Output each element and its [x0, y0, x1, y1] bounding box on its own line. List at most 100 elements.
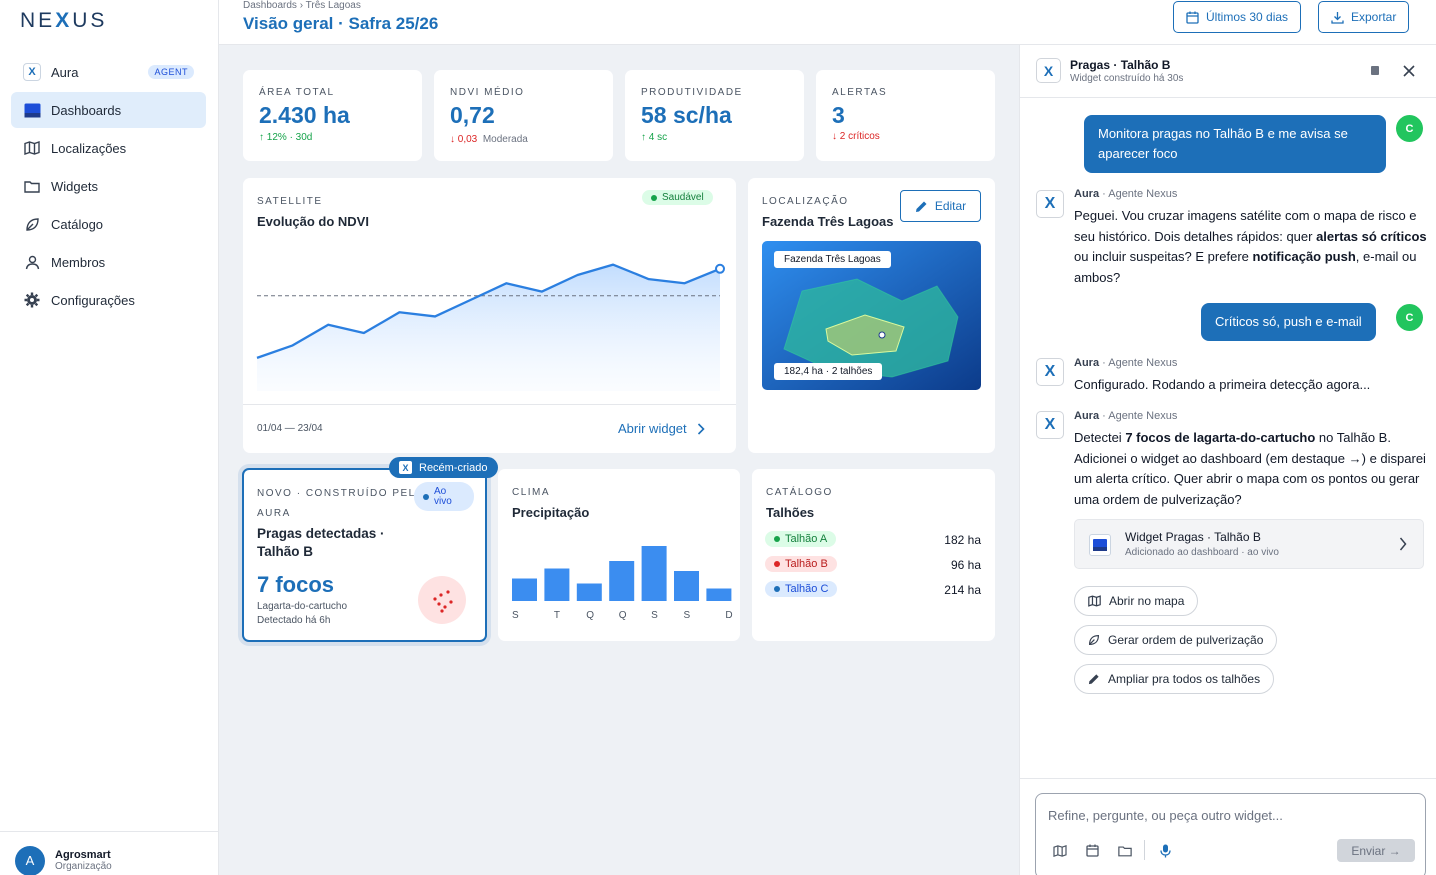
chat-input[interactable]: Refine, pergunte, ou peça outro widget..… — [1048, 808, 1283, 823]
ndvi-card: SATELLITE Evolução do NDVI Saudável 01/0… — [243, 178, 736, 453]
kpi-card-alertas[interactable]: ALERTAS 3 ↓ 2 críticos — [816, 70, 995, 161]
card-title: Fazenda Três Lagoas — [762, 214, 894, 229]
aura-avatar-icon: X — [1036, 190, 1064, 218]
calendar-icon — [1186, 11, 1199, 24]
expand-all-button[interactable]: Ampliar pra todos os talhões — [1074, 664, 1275, 694]
folder-icon — [23, 177, 41, 195]
kpi-label: NDVI MÉDIO — [450, 87, 525, 98]
org-name: Agrosmart — [55, 849, 111, 861]
rain-bar[interactable] — [544, 568, 570, 602]
status-dot — [774, 586, 780, 592]
breadcrumb[interactable]: Dashboards › Três Lagoas — [243, 0, 361, 11]
rain-bar[interactable] — [512, 578, 537, 602]
field-badge[interactable]: Talhão B — [765, 556, 837, 572]
date-range-text: 01/04 — 23/04 — [257, 423, 323, 434]
kpi-delta: ↑ 4 sc — [641, 132, 668, 143]
widget-card-link[interactable]: Widget Pragas · Talhão B Adicionado ao d… — [1074, 519, 1424, 569]
rain-day-label: Q — [619, 610, 627, 621]
card-title-2: Talhão B — [257, 544, 314, 559]
sidebar-item-localizacoes[interactable]: Localizações — [11, 130, 206, 166]
field-area: 182 ha — [944, 533, 981, 547]
status-dot — [774, 536, 780, 542]
kpi-label: ALERTAS — [832, 87, 888, 98]
chat-title: Pragas · Talhão B — [1070, 58, 1171, 72]
section-label: CATÁLOGO — [766, 487, 833, 498]
sidebar-item-catalogo[interactable]: Catálogo — [11, 206, 206, 242]
sidebar-nav: X Aura AGENT Dashboards Localizações Wid… — [11, 54, 206, 320]
sidebar-item-label: Aura — [51, 64, 79, 80]
spray-order-button[interactable]: Gerar ordem de pulverização — [1074, 625, 1278, 655]
rain-bar[interactable] — [641, 546, 667, 601]
rain-day-label: D — [725, 610, 732, 621]
close-icon[interactable] — [1402, 64, 1416, 78]
section-label: SATELLITE — [257, 196, 323, 207]
org-switcher[interactable]: A Agrosmart Organização — [0, 831, 218, 875]
calendar-icon[interactable] — [1086, 844, 1099, 857]
rain-bar[interactable] — [609, 561, 635, 601]
pencil-icon — [1088, 673, 1100, 685]
status-badge: Saudável — [642, 190, 713, 205]
sidebar-item-configuracoes[interactable]: Configurações — [11, 282, 206, 318]
rain-day-label: T — [554, 610, 560, 621]
ndvi-chart[interactable] — [243, 236, 736, 406]
rain-bar[interactable] — [674, 571, 699, 601]
kpi-card-ndvi[interactable]: NDVI MÉDIO 0,72 ↓ 0,03 Moderada — [434, 70, 613, 161]
download-icon — [1331, 11, 1344, 24]
sidebar-item-label: Configurações — [51, 292, 135, 308]
pests-widget-card[interactable]: NOVO · CONSTRUÍDO PELA AURA Ao vivo Prag… — [242, 468, 487, 642]
map-label: Fazenda Três Lagoas — [774, 251, 891, 268]
catalog-card: CATÁLOGO Talhões Talhão A 182 ha Talhão B 9… — [752, 469, 995, 641]
kpi-delta: ↓ 0,03 — [450, 134, 478, 145]
rain-day-label: S — [651, 610, 658, 621]
chat-header: X Pragas · Talhão B Widget construído há… — [1020, 45, 1436, 98]
ndvi-last-point[interactable] — [715, 263, 725, 274]
aura-avatar-icon: X — [1036, 411, 1064, 439]
rain-bar[interactable] — [576, 583, 602, 602]
rain-card: CLIMA Precipitação S T Q Q S S D — [498, 469, 740, 641]
send-button[interactable]: Enviar → — [1337, 839, 1415, 862]
kpi-card-produtividade[interactable]: PRODUTIVIDADE 58 sc/ha ↑ 4 sc — [625, 70, 804, 161]
sidebar-item-aura[interactable]: X Aura AGENT — [11, 54, 206, 90]
agent-name: Aura · Agente Nexus — [1074, 357, 1178, 369]
agent-message: Detectei 7 focos de lagarta-do-cartucho … — [1074, 430, 1426, 507]
export-label: Exportar — [1351, 10, 1397, 24]
section-label: NOVO · CONSTRUÍDO PELA — [257, 488, 424, 499]
microphone-icon[interactable] — [1160, 844, 1171, 858]
aura-x-icon: X — [23, 63, 41, 81]
card-title: Pragas detectadas · — [257, 526, 385, 541]
field-badge[interactable]: Talhão C — [765, 581, 838, 597]
edit-button[interactable]: Editar — [900, 190, 981, 222]
map-icon[interactable] — [1053, 845, 1067, 857]
sidebar-item-membros[interactable]: Membros — [11, 244, 206, 280]
farm-map[interactable]: Fazenda Três Lagoas 182,4 ha · 2 talhões — [762, 241, 981, 390]
pin-icon[interactable] — [1371, 66, 1379, 75]
kpi-label: PRODUTIVIDADE — [641, 87, 743, 98]
sidebar-item-label: Localizações — [51, 140, 127, 156]
folder-icon[interactable] — [1118, 845, 1132, 857]
location-card: LOCALIZAÇÃO Fazenda Três Lagoas Editar F… — [748, 178, 995, 453]
rain-day-label: S — [512, 610, 519, 621]
sidebar-item-label: Widgets — [51, 178, 98, 194]
agent-name: Aura · Agente Nexus — [1074, 410, 1178, 422]
chat-subtitle: Widget construído há 30s — [1070, 73, 1184, 84]
date-range-button[interactable]: Últimos 30 dias — [1173, 1, 1302, 33]
agent-message: Configurado. Rodando a primeira detecção… — [1074, 377, 1371, 392]
sidebar-item-widgets[interactable]: Widgets — [11, 168, 206, 204]
live-badge: Ao vivo — [414, 482, 474, 511]
open-map-button[interactable]: Abrir no mapa — [1074, 586, 1199, 616]
dashboard-icon — [1089, 534, 1111, 556]
field-badge[interactable]: Talhão A — [765, 531, 837, 547]
nexus-logo[interactable]: NEXUS — [20, 9, 108, 32]
open-widget-link[interactable]: Abrir widget — [618, 421, 705, 436]
rain-bar[interactable] — [706, 588, 732, 602]
chat-composer: Refine, pergunte, ou peça outro widget..… — [1035, 793, 1426, 875]
aura-x-icon: X — [1036, 58, 1061, 83]
sidebar-item-dashboards[interactable]: Dashboards — [11, 92, 206, 128]
export-button[interactable]: Exportar — [1318, 1, 1410, 33]
agent-name: Aura · Agente Nexus — [1074, 188, 1178, 200]
aura-chat-panel: X Pragas · Talhão B Widget construído há… — [1019, 45, 1436, 875]
kpi-card-area[interactable]: ÁREA TOTAL 2.430 ha ↑ 12% · 30d — [243, 70, 422, 161]
gear-icon — [23, 291, 41, 309]
new-widget-badge: X Recém-criado — [389, 457, 498, 478]
